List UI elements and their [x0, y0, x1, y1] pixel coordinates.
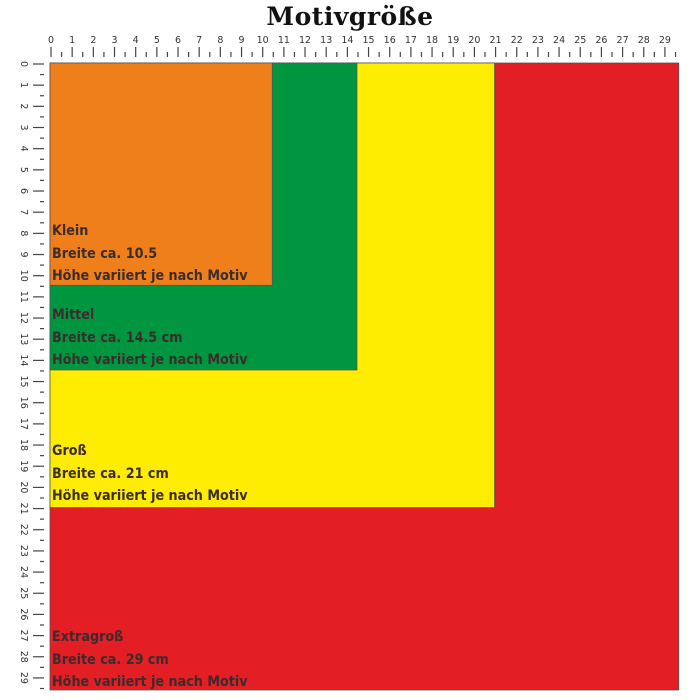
size-height: Höhe variiert je nach Motiv: [52, 268, 248, 284]
label-mittel: Mittel Breite ca. 14.5 cm Höhe variiert …: [52, 304, 248, 372]
ruler-label-top: 17: [405, 35, 417, 46]
ruler-label-top: 11: [278, 35, 290, 46]
ruler-label-top: 3: [111, 35, 117, 46]
label-klein: Klein Breite ca. 10.5 Höhe variiert je n…: [52, 220, 248, 288]
ruler-label-left: 5: [18, 167, 29, 173]
ruler-label-left: 18: [18, 439, 29, 451]
size-name: Groß: [52, 443, 87, 459]
ruler-label-top: 19: [447, 35, 459, 46]
ruler-label-left: 22: [18, 524, 29, 536]
ruler-label-left: 16: [18, 397, 29, 409]
ruler-label-left: 27: [18, 630, 29, 642]
ruler-label-left: 3: [18, 124, 29, 130]
size-name: Extragroß: [52, 629, 124, 645]
ruler-label-left: 8: [18, 230, 29, 236]
ruler-label-left: 6: [18, 188, 29, 194]
size-height: Höhe variiert je nach Motiv: [52, 488, 248, 504]
ruler-label-top: 5: [154, 35, 160, 46]
ruler-label-top: 26: [595, 35, 607, 46]
ruler-label-top: 6: [175, 35, 181, 46]
size-width: Breite ca. 14.5 cm: [52, 329, 183, 346]
ruler-label-left: 0: [18, 61, 29, 67]
ruler-label-top: 22: [511, 35, 523, 46]
ruler-label-top: 13: [320, 35, 332, 46]
ruler-label-top: 9: [239, 35, 245, 46]
ruler-label-left: 10: [18, 270, 29, 282]
ruler-label-left: 11: [18, 291, 29, 303]
ruler-label-left: 14: [18, 354, 29, 366]
ruler-label-top: 27: [617, 35, 629, 46]
ruler-label-top: 20: [468, 35, 480, 46]
ruler-label-top: 16: [384, 35, 396, 46]
ruler-label-top: 0: [48, 35, 54, 46]
ruler-label-left: 2: [18, 103, 29, 109]
ruler-label-top: 23: [532, 35, 544, 46]
page-title: Motivgröße: [266, 2, 434, 31]
label-gross: Groß Breite ca. 21 cm Höhe variiert je n…: [52, 440, 248, 508]
ruler-label-top: 24: [553, 35, 565, 46]
ruler-label-left: 13: [18, 333, 29, 345]
ruler-label-left: 26: [18, 608, 29, 620]
ruler-label-left: 15: [18, 376, 29, 388]
ruler-label-left: 24: [18, 566, 29, 578]
label-extragross: Extragroß Breite ca. 29 cm Höhe variiert…: [52, 626, 248, 694]
size-name: Klein: [52, 223, 89, 239]
size-width: Breite ca. 29 cm: [52, 651, 169, 668]
ruler-label-top: 12: [299, 35, 311, 46]
ruler-label-left: 25: [18, 587, 29, 599]
ruler-label-top: 7: [196, 35, 202, 46]
ruler-label-left: 4: [18, 146, 29, 152]
ruler-label-left: 9: [18, 252, 29, 258]
size-name: Mittel: [52, 307, 95, 323]
ruler-label-top: 8: [217, 35, 223, 46]
ruler-label-top: 29: [659, 35, 671, 46]
ruler-label-left: 21: [18, 503, 29, 515]
size-height: Höhe variiert je nach Motiv: [52, 352, 248, 368]
ruler-label-top: 28: [638, 35, 650, 46]
ruler-label-left: 19: [18, 460, 29, 472]
ruler-label-left: 1: [18, 82, 29, 88]
ruler-label-top: 18: [426, 35, 438, 46]
ruler-label-left: 28: [18, 651, 29, 663]
ruler-label-top: 14: [341, 35, 353, 46]
ruler-label-left: 17: [18, 418, 29, 430]
ruler-label-top: 2: [90, 35, 96, 46]
size-height: Höhe variiert je nach Motiv: [52, 674, 248, 690]
ruler-label-top: 1: [69, 35, 75, 46]
ruler-label-left: 20: [18, 481, 29, 493]
ruler-label-top: 10: [257, 35, 269, 46]
size-rect-klein: [49, 62, 273, 286]
ruler-label-top: 4: [133, 35, 139, 46]
ruler-label-left: 29: [18, 672, 29, 684]
ruler-label-left: 23: [18, 545, 29, 557]
ruler-label-top: 25: [574, 35, 586, 46]
size-width: Breite ca. 10.5: [52, 245, 158, 262]
ruler-label-left: 7: [18, 209, 29, 215]
ruler-label-left: 12: [18, 312, 29, 324]
ruler-label-top: 15: [363, 35, 375, 46]
size-width: Breite ca. 21 cm: [52, 465, 169, 482]
ruler-label-top: 21: [490, 35, 502, 46]
